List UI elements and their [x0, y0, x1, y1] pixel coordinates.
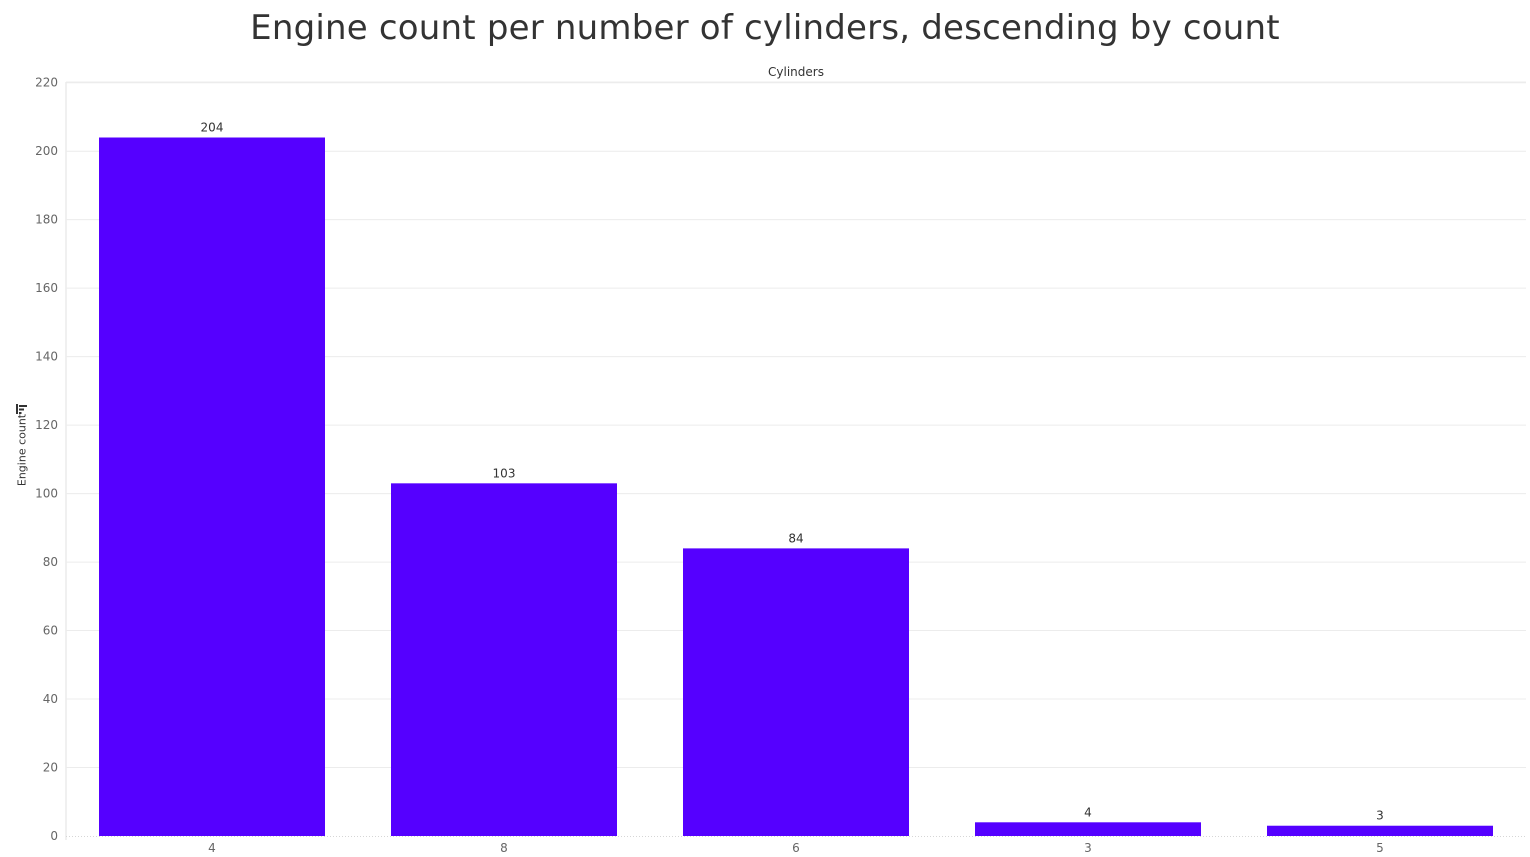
sort-descending-icon[interactable]	[16, 404, 28, 414]
bar	[975, 822, 1201, 836]
y-tick-label: 40	[43, 692, 58, 706]
y-tick-label: 120	[35, 418, 58, 432]
bar	[1267, 825, 1493, 836]
x-tick-label: 8	[500, 841, 508, 855]
x-tick-label: 6	[792, 841, 800, 855]
x-axis-header: Cylinders	[768, 65, 824, 79]
bar	[99, 137, 325, 836]
y-tick-label: 160	[35, 281, 58, 295]
y-tick-label: 200	[35, 144, 58, 158]
bar	[391, 483, 617, 836]
data-label: 204	[201, 121, 224, 135]
x-tick-label: 4	[208, 841, 216, 855]
data-label: 103	[493, 466, 516, 480]
y-tick-label: 20	[43, 761, 58, 775]
y-tick-label: 220	[35, 76, 58, 90]
y-tick-label: 80	[43, 555, 58, 569]
y-tick-label: 0	[50, 829, 58, 843]
y-tick-label: 140	[35, 350, 58, 364]
data-label: 84	[788, 531, 803, 545]
chart-title: Engine count per number of cylinders, de…	[250, 8, 1280, 48]
y-tick-label: 60	[43, 624, 58, 638]
bar	[683, 548, 909, 836]
x-tick-label: 5	[1376, 841, 1384, 855]
data-label: 3	[1376, 809, 1384, 823]
x-tick-label: 3	[1084, 841, 1092, 855]
data-label: 4	[1084, 805, 1092, 819]
y-tick-label: 180	[35, 213, 58, 227]
y-tick-label: 100	[35, 487, 58, 501]
